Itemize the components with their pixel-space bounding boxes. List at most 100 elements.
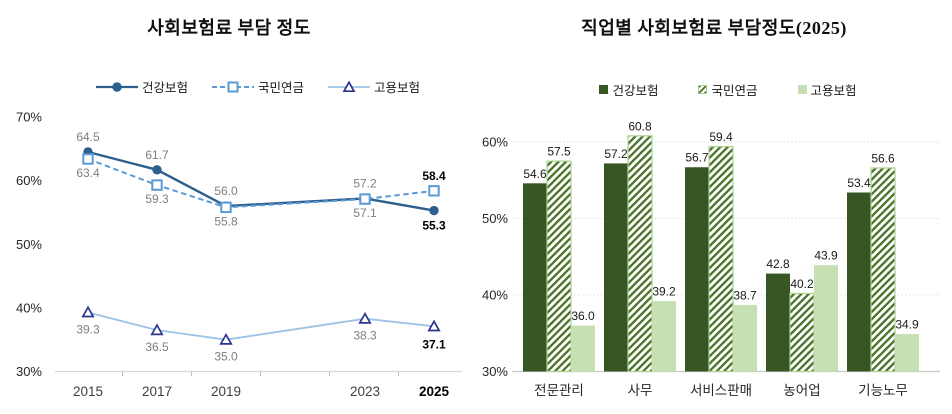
category-label: 사무 — [628, 383, 653, 398]
legend-label-employment-bar: 고용보험 — [810, 84, 857, 98]
bar-employment — [895, 334, 919, 372]
bar-health — [523, 183, 547, 372]
data-label-employment: 35.0 — [214, 350, 238, 364]
marker-circle-health — [83, 147, 93, 157]
bar-value-label-health: 42.8 — [766, 257, 790, 271]
y-tick-label: 60% — [482, 135, 508, 150]
legend-label-employment: 고용보험 — [374, 81, 421, 95]
bar-health — [604, 163, 628, 372]
bar-employment — [652, 301, 676, 372]
marker-triangle-employment — [358, 311, 372, 324]
data-label-employment: 38.3 — [353, 329, 377, 343]
data-label-pension: 59.3 — [145, 192, 169, 206]
x-tick-label: 2025 — [419, 384, 450, 399]
marker-square-pension — [220, 201, 232, 214]
data-label-health: 55.3 — [422, 219, 446, 233]
x-tick-label: 2019 — [211, 384, 241, 399]
bar-value-label-employment: 36.0 — [571, 309, 595, 323]
bar-health — [847, 192, 871, 372]
legend-item-health: 건강보험 — [95, 77, 188, 96]
bar-chart-plot-area: 30% 40% 50% 60% 54.657.5 36.0 전문관리 57.260.8 39.2… — [482, 119, 940, 398]
data-label-health: 61.7 — [145, 148, 169, 162]
data-label-health: 56.0 — [214, 184, 238, 198]
bar-value-label-pension: 40.2 — [790, 277, 814, 291]
bar-value-label-pension: 59.4 — [709, 130, 733, 144]
bar-pension — [546, 160, 572, 373]
employment-bar-swatch-icon — [797, 85, 807, 94]
marker-triangle-employment — [150, 323, 164, 336]
pension-line-swatch-icon — [211, 81, 254, 93]
marker-circle-health — [429, 205, 439, 216]
x-tick-label: 2023 — [350, 384, 380, 399]
bar-value-label-pension: 57.5 — [547, 145, 571, 159]
bar-pension — [708, 145, 734, 373]
y-tick-label: 40% — [16, 300, 42, 315]
pension-bar-swatch-icon — [698, 85, 708, 94]
category-label: 전문관리 — [534, 383, 584, 398]
bar-value-label-employment: 43.9 — [814, 249, 838, 263]
marker-triangle-employment — [81, 305, 95, 318]
marker-square-pension — [428, 185, 440, 197]
bar-chart-legend: 건강보험 국민연금 고용보험 — [476, 80, 952, 99]
marker-square-pension — [151, 179, 163, 191]
legend-label-pension: 국민연금 — [257, 81, 304, 95]
marker-square-pension — [359, 193, 371, 205]
bar-value-label-health: 56.7 — [685, 151, 709, 165]
series-pension-line — [87, 158, 435, 209]
bar-chart-title: 직업별 사회보험료 부담정도(2025) — [581, 18, 847, 38]
bar-value-label-health: 54.6 — [523, 167, 547, 181]
marker-circle-health — [152, 165, 162, 175]
y-tick-label: 50% — [16, 237, 42, 252]
y-tick-label: 60% — [16, 173, 42, 188]
legend-item-pension-bar: 국민연금 — [698, 80, 758, 99]
bar-value-label-pension: 56.6 — [871, 152, 895, 166]
bar-value-label-pension: 60.8 — [628, 119, 652, 133]
legend-item-health-bar: 건강보험 — [599, 80, 658, 99]
bar-employment — [733, 304, 757, 372]
data-label-pension: 58.4 — [422, 169, 446, 183]
bar-health — [766, 273, 790, 372]
health-line-swatch-icon — [95, 81, 138, 93]
marker-circle-health — [360, 193, 370, 204]
category-label: 서비스판매 — [690, 383, 752, 398]
line-chart-plot-area: 30% 40% 50% 60% 70% 2015 2017 2019 2023 2025 64.5 6… — [16, 110, 462, 399]
health-bar-swatch-icon — [599, 85, 609, 94]
marker-circle-health — [221, 201, 231, 211]
x-tick-label: 2015 — [73, 384, 103, 399]
line-chart-figure: 사회보험료 부담 정도 건강보험 국민연금 — [0, 18, 476, 399]
data-label-pension: 55.8 — [214, 214, 238, 228]
data-label-employment: 37.1 — [422, 337, 446, 351]
data-label-employment: 39.3 — [76, 322, 100, 336]
series-health-line — [87, 150, 435, 212]
marker-triangle-employment — [427, 319, 441, 332]
bar-value-label-health: 57.2 — [604, 147, 628, 161]
bar-pension — [627, 135, 653, 373]
bar-health — [685, 167, 709, 372]
line-chart-title: 사회보험료 부담 정도 — [147, 18, 311, 38]
y-tick-label: 30% — [482, 364, 508, 379]
bar-value-label-employment: 34.9 — [895, 318, 919, 332]
bar-value-label-health: 53.4 — [847, 176, 871, 190]
data-label-pension: 57.1 — [353, 206, 377, 220]
data-label-employment: 36.5 — [145, 340, 169, 354]
bar-value-label-employment: 39.2 — [652, 285, 676, 299]
line-chart-legend: 건강보험 국민연금 고용보험 — [0, 77, 476, 96]
marker-triangle-employment — [219, 332, 233, 345]
legend-item-pension: 국민연금 — [211, 77, 304, 96]
series-employment-line — [87, 311, 435, 341]
data-label-health: 57.2 — [353, 176, 377, 190]
legend-item-employment: 고용보험 — [328, 77, 420, 96]
y-tick-label: 30% — [16, 364, 42, 379]
legend-item-employment-bar: 고용보험 — [797, 80, 857, 99]
bar-value-label-employment: 38.7 — [733, 288, 757, 302]
legend-label-health-bar: 건강보험 — [612, 84, 659, 98]
y-tick-label: 50% — [482, 211, 508, 226]
bar-pension — [870, 167, 896, 373]
category-label: 기능노무 — [858, 383, 908, 398]
data-label-health: 64.5 — [76, 130, 100, 144]
category-label: 농어업 — [783, 383, 820, 398]
marker-square-pension — [82, 153, 94, 165]
data-label-pension: 63.4 — [76, 166, 100, 180]
bar-employment — [814, 265, 838, 372]
